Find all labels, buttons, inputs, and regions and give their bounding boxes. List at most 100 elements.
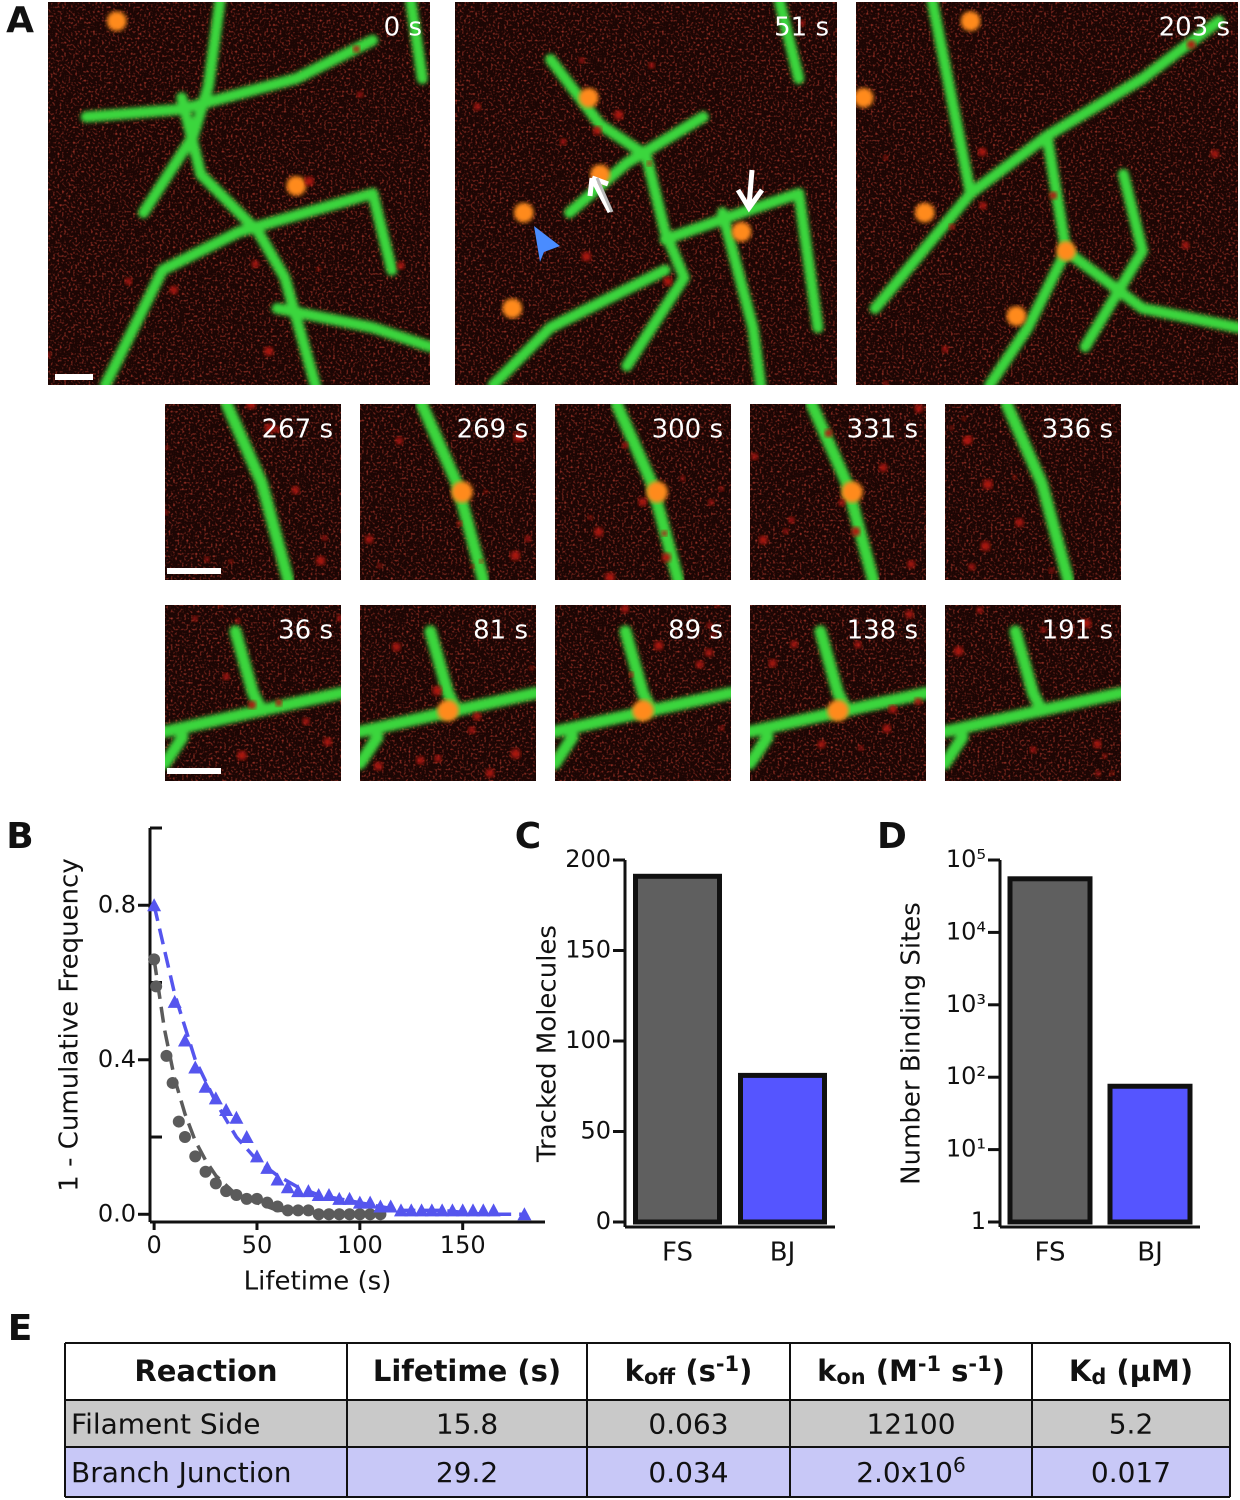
spot <box>437 699 459 722</box>
speck <box>613 110 624 120</box>
micrograph: 138 s <box>750 605 926 781</box>
speck <box>222 673 230 681</box>
point <box>476 1203 491 1217</box>
point <box>393 1203 408 1217</box>
point <box>178 1131 191 1144</box>
speck <box>953 646 964 656</box>
point <box>465 1203 480 1217</box>
speck <box>750 452 759 461</box>
point <box>353 1208 366 1221</box>
cell-text: kon (M-1 s-1) <box>817 1352 1005 1390</box>
speck <box>1040 626 1047 633</box>
speck <box>949 425 954 431</box>
speck <box>275 699 283 707</box>
cell-text: 29.2 <box>436 1456 498 1489</box>
speck <box>695 660 704 669</box>
cell-text: Lifetime (s) <box>373 1354 561 1388</box>
filament <box>360 731 384 770</box>
micrographs: 0 s 51 s 203 s 267 s 269 s 300 s 331 s 336 s 36 … <box>48 2 1238 781</box>
filaments <box>220 404 295 580</box>
annotations <box>534 169 765 262</box>
speck <box>321 535 328 541</box>
speck <box>204 556 210 562</box>
point <box>271 1200 284 1213</box>
arrow <box>735 169 765 213</box>
micrograph: 36 s <box>165 605 341 781</box>
speck <box>1015 518 1024 527</box>
speck <box>663 276 673 286</box>
y-axis-label: Number Binding Sites <box>897 902 927 1185</box>
y-tick-label: 10³ <box>946 990 986 1018</box>
speck <box>719 725 725 731</box>
point <box>177 1033 192 1047</box>
speck <box>581 251 592 262</box>
point <box>333 1208 346 1221</box>
point <box>229 1110 244 1124</box>
spot <box>841 481 863 503</box>
point <box>250 1192 263 1205</box>
micrograph: 331 s <box>750 404 926 580</box>
timestamp: 336 s <box>1042 415 1113 445</box>
cell-part: Reaction <box>134 1354 277 1388</box>
speck <box>165 445 170 450</box>
speck <box>416 756 425 765</box>
speck <box>888 704 898 714</box>
x-tick-label: BJ <box>1137 1238 1163 1268</box>
cell-text: 2.0x106 <box>856 1453 966 1490</box>
image-noise <box>750 404 926 580</box>
spot <box>731 221 752 242</box>
speck <box>1095 770 1101 777</box>
speck <box>169 285 179 295</box>
cell-text: koff (s-1) <box>625 1352 753 1390</box>
filament <box>405 2 428 85</box>
y-tick-label: 150 <box>565 936 611 964</box>
point <box>270 1172 285 1186</box>
micrograph: 51 s <box>455 2 837 385</box>
x-tick-label: FS <box>1034 1238 1065 1268</box>
speck <box>604 572 615 580</box>
arrow <box>587 175 613 214</box>
speck <box>1109 770 1115 776</box>
filament <box>945 731 969 770</box>
speck <box>1048 567 1055 574</box>
speck <box>914 404 924 413</box>
spot <box>914 202 935 223</box>
filament <box>926 2 977 199</box>
speck <box>824 429 833 438</box>
point <box>435 1203 450 1217</box>
speck <box>962 437 971 445</box>
point <box>172 1115 185 1128</box>
timestamp: 300 s <box>652 415 723 445</box>
point <box>219 1102 234 1116</box>
speck <box>706 622 713 629</box>
speck <box>377 563 382 569</box>
cell-part: off <box>644 1365 676 1389</box>
filament <box>716 207 767 385</box>
y-tick-label: 10¹ <box>946 1135 986 1163</box>
timestamp: 267 s <box>262 415 333 445</box>
speck <box>396 261 405 270</box>
point <box>302 1204 315 1217</box>
x-tick-label: 100 <box>337 1231 383 1259</box>
speck <box>524 535 532 542</box>
x-tick-label: 0 <box>146 1231 161 1259</box>
speck <box>882 724 892 733</box>
spot <box>827 699 849 722</box>
speck <box>485 768 495 778</box>
cell-part: d <box>1091 1365 1106 1389</box>
timestamp: 203 s <box>1159 13 1230 43</box>
filament <box>555 731 579 770</box>
speck <box>851 526 861 537</box>
cell-part: Lifetime (s) <box>373 1354 561 1388</box>
filament <box>271 302 430 353</box>
speck <box>124 277 133 285</box>
speck <box>510 550 521 561</box>
cell-part: ) <box>992 1354 1005 1388</box>
cell-text: Reaction <box>134 1354 277 1388</box>
point <box>291 1184 306 1198</box>
spot <box>513 202 534 223</box>
timestamp: 51 s <box>774 13 829 43</box>
y-axis-label: 1 - Cumulative Frequency <box>55 858 85 1191</box>
point <box>424 1203 439 1217</box>
speck <box>661 530 668 537</box>
